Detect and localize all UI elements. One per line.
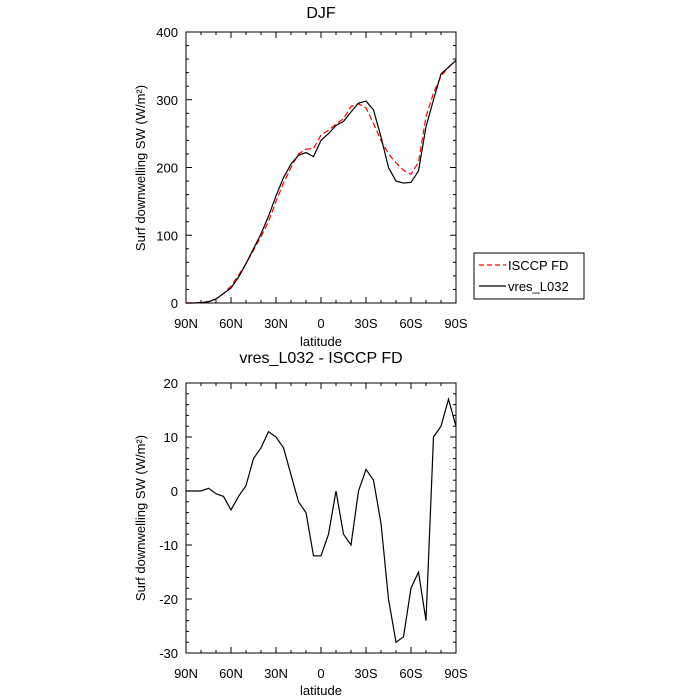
top-y-tick-label: 300	[156, 93, 178, 108]
bottom-x-tick-label: 60N	[219, 666, 243, 681]
legend-box	[473, 252, 585, 300]
top-x-tick-label: 30S	[354, 316, 377, 331]
top-x-tick-label: 60S	[399, 316, 422, 331]
bottom-x-tick-label: 60S	[399, 666, 422, 681]
bottom-panel-title: vres_L032 - ISCCP FD	[239, 350, 402, 367]
top-series-line-isccp-fd	[186, 60, 457, 304]
bottom-y-tick-label: -20	[159, 592, 178, 607]
legend-label-vres-l032: vres_L032	[508, 279, 569, 294]
bottom-x-tick-label: 30S	[354, 666, 377, 681]
legend: ISCCP FD vres_L032	[473, 252, 585, 300]
bottom-y-tick-label: -30	[159, 646, 178, 661]
top-y-tick-label: 100	[156, 228, 178, 243]
bottom-y-tick-label: 10	[164, 430, 178, 445]
top-x-tick-label: 90N	[174, 316, 198, 331]
top-series-line-vres-l032	[186, 60, 457, 304]
bottom-x-tick-label: 0	[317, 666, 324, 681]
top-y-tick-label: 0	[171, 296, 178, 311]
bottom-panel-x-axis-label: latitude	[300, 683, 342, 698]
top-panel-title: DJF	[306, 5, 336, 22]
bottom-x-tick-label: 90N	[174, 666, 198, 681]
bottom-y-tick-label: 20	[164, 376, 178, 391]
top-x-tick-label: 60N	[219, 316, 243, 331]
top-x-tick-label: 30N	[264, 316, 288, 331]
legend-label-isccp-fd: ISCCP FD	[508, 258, 568, 273]
top-y-tick-label: 200	[156, 161, 178, 176]
bottom-y-tick-label: 0	[171, 484, 178, 499]
top-y-tick-label: 400	[156, 25, 178, 40]
top-x-tick-label: 0	[317, 316, 324, 331]
bottom-y-tick-label: -10	[159, 538, 178, 553]
bottom-x-tick-label: 30N	[264, 666, 288, 681]
bottom-x-tick-label: 90S	[444, 666, 467, 681]
bottom-panel: vres_L032 - ISCCP FD latitude Surf downw…	[133, 350, 468, 698]
bottom-plot-frame	[185, 382, 457, 654]
top-panel: DJF latitude Surf downwelling SW (W/m²) …	[133, 5, 468, 349]
top-x-tick-label: 90S	[444, 316, 467, 331]
bottom-panel-y-axis-label: Surf downwelling SW (W/m²)	[133, 435, 148, 601]
top-panel-y-axis-label: Surf downwelling SW (W/m²)	[133, 85, 148, 251]
top-panel-x-axis-label: latitude	[300, 334, 342, 349]
bottom-series-line-difference	[186, 396, 457, 644]
